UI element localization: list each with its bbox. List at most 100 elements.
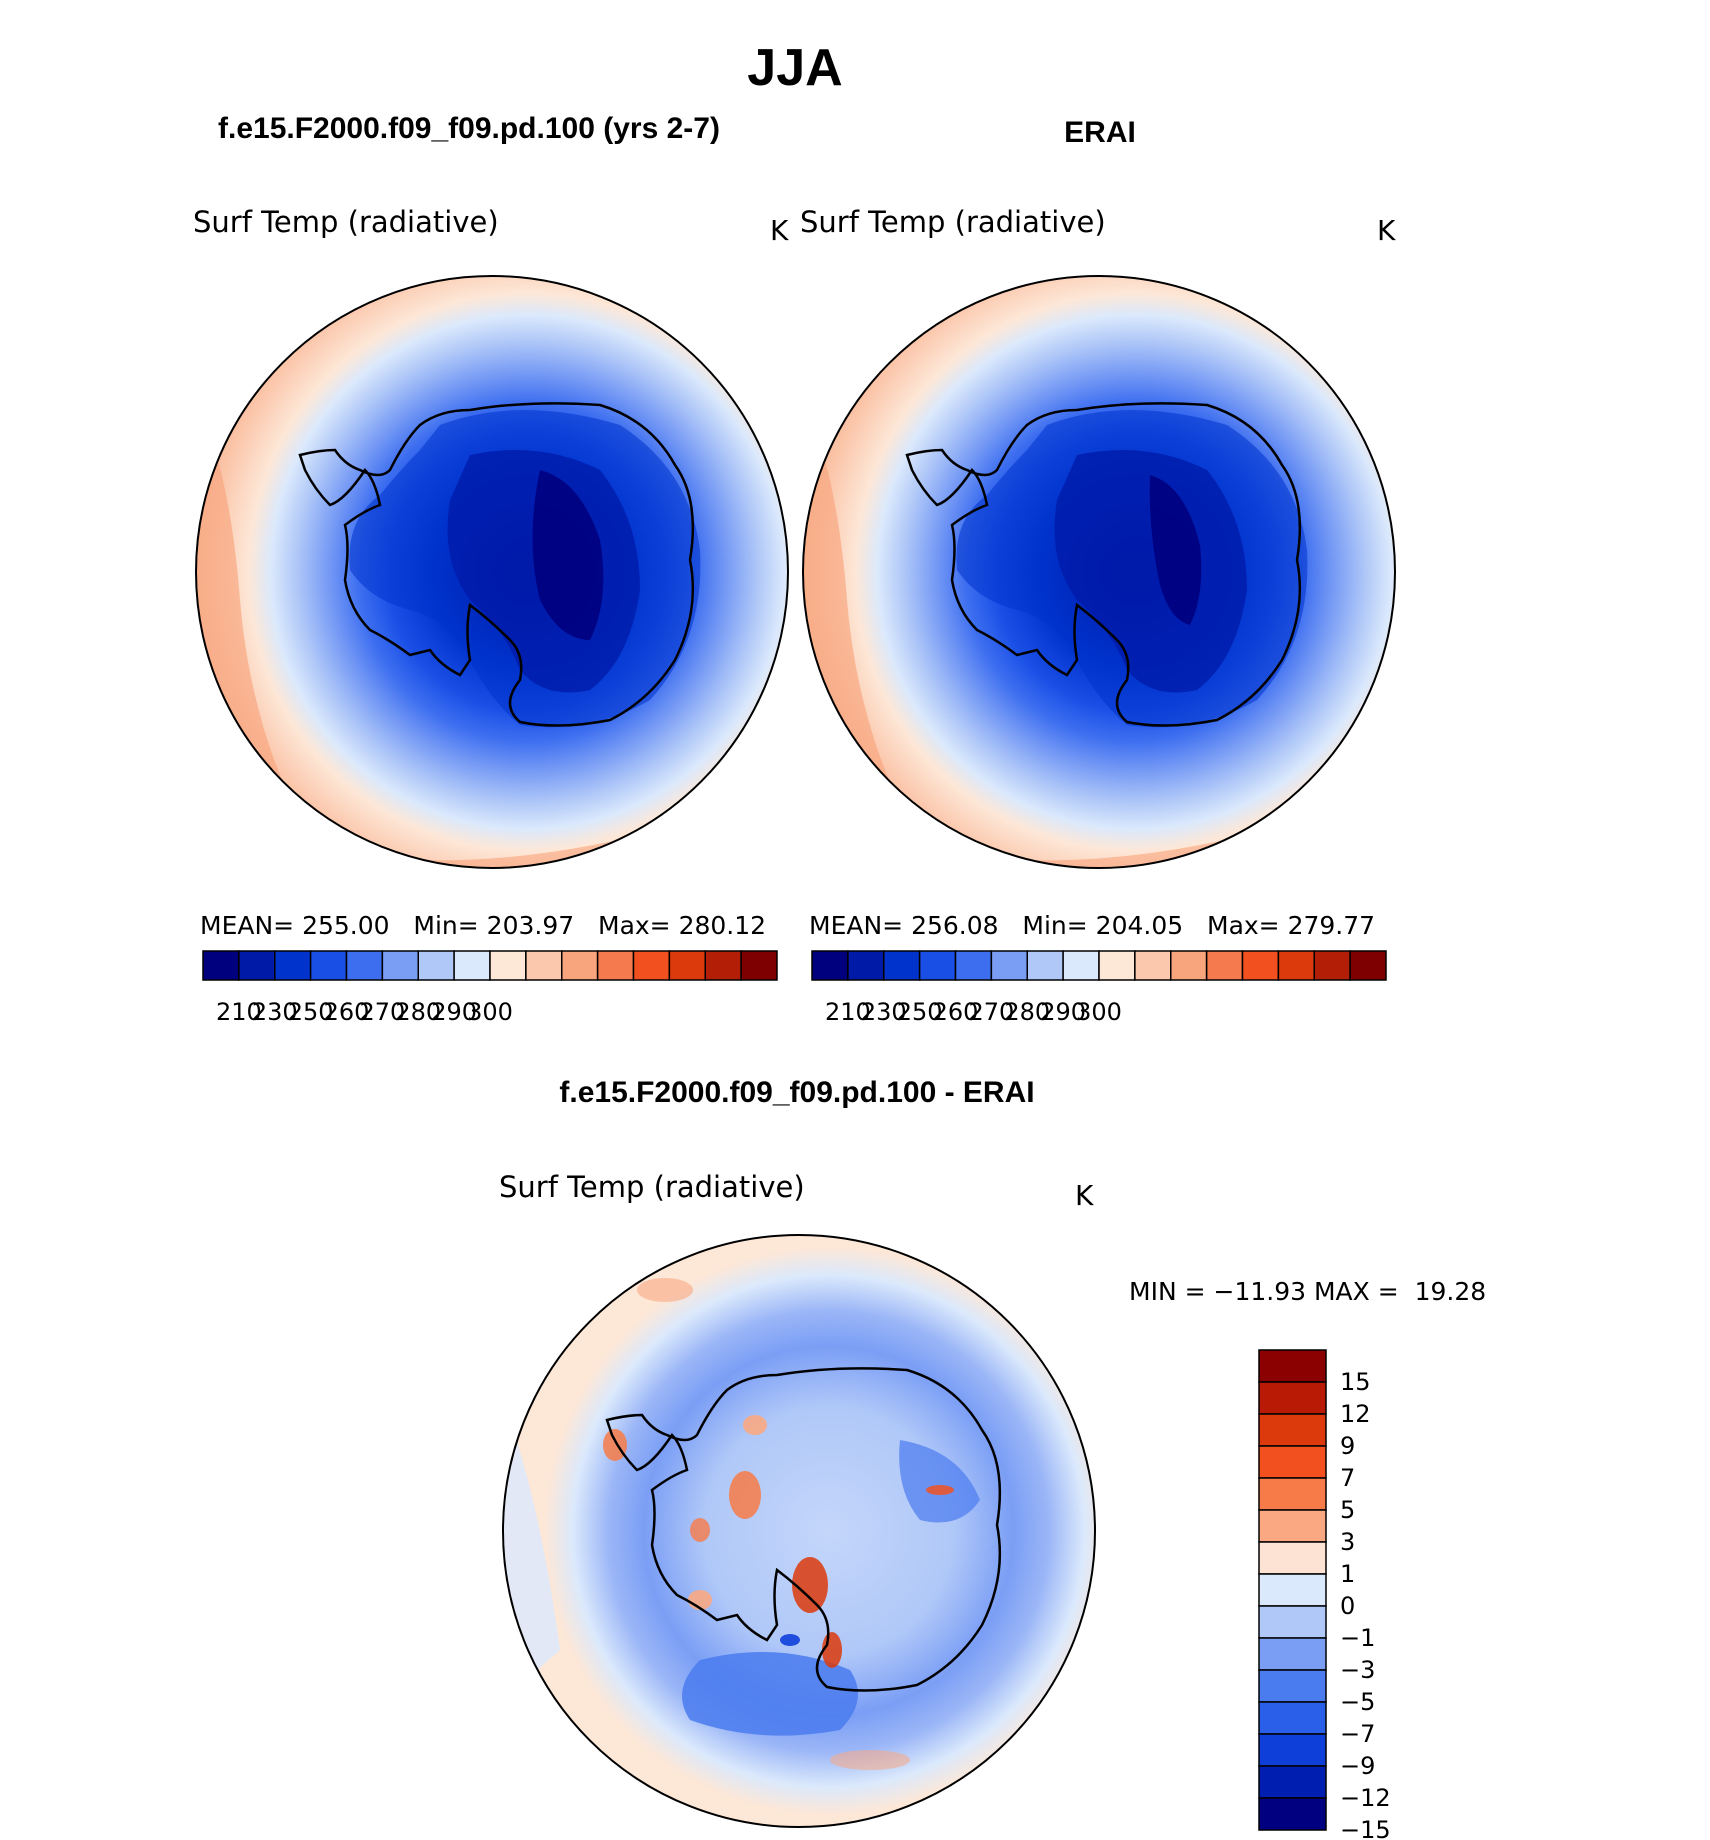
diff-colorbar-swatch xyxy=(1258,1381,1327,1415)
diff-colorbar-swatch xyxy=(1258,1733,1327,1767)
diff-colorbar-tick-label: −9 xyxy=(1340,1752,1375,1780)
erai-polar-map xyxy=(802,275,1396,869)
model-colorbar-swatch xyxy=(525,950,563,981)
figure-title: JJA xyxy=(747,39,842,97)
diff-colorbar-tick-label: 7 xyxy=(1340,1464,1355,1492)
erai-colorbar-swatch xyxy=(847,950,885,981)
model-colorbar-tick-label: 290 xyxy=(431,998,477,1026)
model-colorbar-swatch xyxy=(704,950,742,981)
model-colorbar-swatch xyxy=(596,950,635,981)
erai-colorbar-tick-label: 260 xyxy=(933,998,979,1026)
erai-colorbar-tick-label: 210 xyxy=(825,998,871,1026)
diff-colorbar-tick-label: −7 xyxy=(1340,1720,1375,1748)
model-colorbar-swatch xyxy=(740,950,778,981)
erai-units-label: K xyxy=(1377,214,1396,247)
erai-colorbar-swatch xyxy=(990,950,1028,981)
diff-colorbar-tick-label: −15 xyxy=(1340,1816,1391,1840)
diff-colorbar: 15 12 9 7 5 3 1 0 −1 −3 −5 −7 −9 −12 −15 xyxy=(1258,1349,1391,1840)
model-colorbar-swatch xyxy=(453,950,491,981)
diff-map-border xyxy=(502,1234,1096,1828)
erai-colorbar-swatch xyxy=(883,950,921,981)
diff-colorbar-tick-label: −5 xyxy=(1340,1688,1375,1716)
model-polar-map xyxy=(195,275,789,869)
model-colorbar-swatch xyxy=(274,950,312,981)
diff-colorbar-swatch xyxy=(1258,1669,1327,1703)
model-colorbar-swatch xyxy=(238,950,276,981)
model-antarctica-coastline xyxy=(298,402,695,727)
erai-antarctica-coastline xyxy=(905,402,1302,727)
erai-stats: MEAN= 256.08 Min= 204.05 Max= 279.77 xyxy=(809,911,1375,940)
model-colorbar-swatch xyxy=(561,950,599,981)
diff-colorbar-swatch xyxy=(1258,1445,1327,1479)
diff-colorbar-swatch xyxy=(1258,1765,1327,1799)
erai-map-border xyxy=(802,275,1396,869)
erai-colorbar-swatch xyxy=(918,950,957,981)
erai-colorbar-swatch xyxy=(1026,950,1064,981)
diff-stats: MIN = −11.93 MAX = 19.28 xyxy=(1129,1277,1486,1306)
model-colorbar-swatch xyxy=(202,950,240,981)
erai-variable-label: Surf Temp (radiative) xyxy=(800,205,1106,239)
model-map-border xyxy=(195,275,789,869)
model-colorbar-tick-label: 300 xyxy=(467,998,513,1026)
diff-colorbar-swatch xyxy=(1258,1701,1327,1735)
model-colorbar-tick-label: 250 xyxy=(288,998,334,1026)
diff-colorbar-tick-label: 1 xyxy=(1340,1560,1355,1588)
model-colorbar-tick-label: 270 xyxy=(359,998,405,1026)
model-colorbar-tick-label: 260 xyxy=(324,998,370,1026)
erai-colorbar-swatch xyxy=(1349,950,1387,981)
right-panel-title: ERAI xyxy=(1064,116,1136,149)
diff-colorbar-swatch xyxy=(1258,1349,1327,1383)
diff-colorbar-swatch xyxy=(1258,1541,1327,1575)
model-colorbar-tick-label: 230 xyxy=(252,998,298,1026)
model-colorbar-swatch xyxy=(309,950,348,981)
erai-colorbar-swatch xyxy=(1241,950,1280,981)
model-colorbar-swatch xyxy=(381,950,419,981)
erai-colorbar-swatch xyxy=(1313,950,1351,981)
diff-units-label: K xyxy=(1075,1179,1094,1212)
model-colorbar-swatch xyxy=(489,950,527,981)
model-units-label: K xyxy=(770,214,789,247)
diff-colorbar-tick-label: 3 xyxy=(1340,1528,1355,1556)
diff-colorbar-swatch xyxy=(1258,1605,1327,1639)
diff-colorbar-tick-label: 9 xyxy=(1340,1432,1355,1460)
diff-colorbar-swatch xyxy=(1258,1509,1327,1543)
erai-colorbar-tick-label: 270 xyxy=(968,998,1014,1026)
diff-variable-label: Surf Temp (radiative) xyxy=(499,1170,805,1204)
diff-colorbar-tick-label: −3 xyxy=(1340,1656,1375,1684)
erai-colorbar-swatch xyxy=(954,950,993,981)
erai-colorbar-swatch xyxy=(811,950,849,981)
erai-colorbar-swatch xyxy=(1205,950,1244,981)
erai-colorbar-tick-label: 250 xyxy=(897,998,943,1026)
erai-colorbar-swatch xyxy=(1277,950,1315,981)
diff-colorbar-tick-label: −12 xyxy=(1340,1784,1391,1812)
erai-colorbar-swatch xyxy=(1062,950,1100,981)
erai-colorbar-tick-label: 300 xyxy=(1076,998,1122,1026)
erai-colorbar-tick-label: 280 xyxy=(1004,998,1050,1026)
diff-antarctica-coastline xyxy=(605,1367,1002,1692)
diff-colorbar-tick-label: 0 xyxy=(1340,1592,1355,1620)
diff-colorbar-swatch xyxy=(1258,1573,1327,1607)
diff-colorbar-tick-label: 12 xyxy=(1340,1400,1371,1428)
difference-title: f.e15.F2000.f09_f09.pd.100 - ERAI xyxy=(559,1076,1034,1109)
diff-colorbar-tick-label: 15 xyxy=(1340,1368,1371,1396)
diff-colorbar-swatch xyxy=(1258,1797,1327,1831)
model-colorbar-swatch xyxy=(668,950,706,981)
diff-polar-map xyxy=(502,1234,1096,1828)
erai-colorbar-tick-label: 230 xyxy=(861,998,907,1026)
diff-colorbar-swatch xyxy=(1258,1637,1327,1671)
diff-colorbar-tick-label: −1 xyxy=(1340,1624,1375,1652)
model-colorbar-swatch xyxy=(417,950,455,981)
model-colorbar-swatch xyxy=(632,950,671,981)
model-colorbar-tick-label: 210 xyxy=(216,998,262,1026)
erai-colorbar-tick-label: 290 xyxy=(1040,998,1086,1026)
diff-colorbar-swatch xyxy=(1258,1413,1327,1447)
diff-colorbar-swatch xyxy=(1258,1477,1327,1511)
left-panel-title: f.e15.F2000.f09_f09.pd.100 (yrs 2-7) xyxy=(218,112,720,145)
model-colorbar-tick-label: 280 xyxy=(395,998,441,1026)
model-variable-label: Surf Temp (radiative) xyxy=(193,205,499,239)
model-stats: MEAN= 255.00 Min= 203.97 Max= 280.12 xyxy=(200,911,766,940)
erai-colorbar-swatch xyxy=(1098,950,1136,981)
